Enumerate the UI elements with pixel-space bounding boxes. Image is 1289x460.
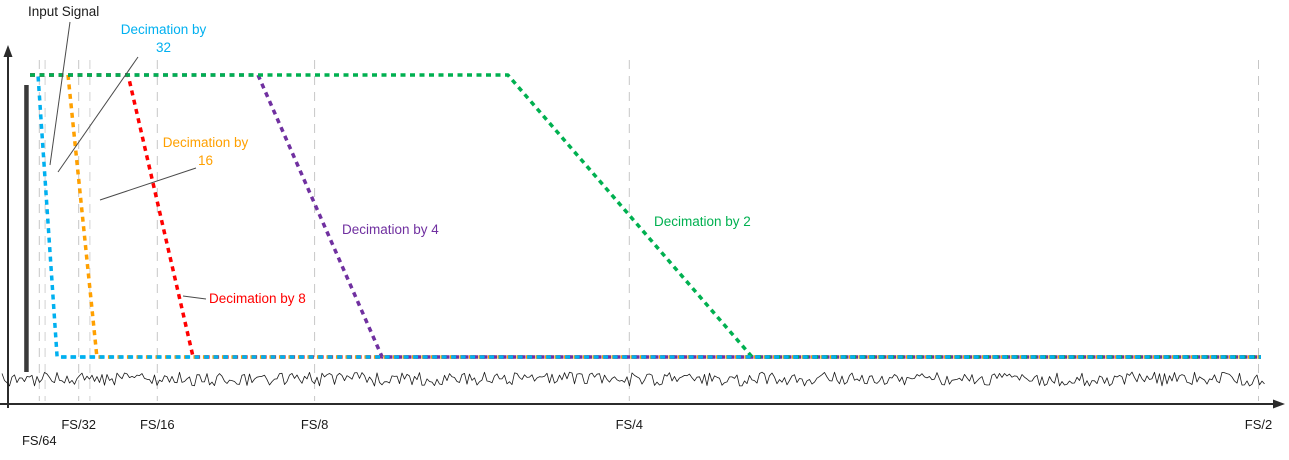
annotation-line: 32 [155,39,172,55]
x-tick-label-fs8: FS/8 [300,417,329,432]
annotation-line: Decimation by 4 [342,222,439,237]
annotation-line: Decimation by [120,22,207,37]
annotation-decimation-by-8: Decimation by 8 [209,290,329,308]
annotation-decimation-by-2: Decimation by 2 [654,213,774,231]
annotation-decimation-by-16: Decimation by 16 [158,134,253,169]
annotation-decimation-by-4: Decimation by 4 [342,221,462,239]
annotation-line: Decimation by 8 [209,291,306,306]
annotation-decimation-by-32: Decimation by 32 [116,21,211,56]
x-tick-label-fs64: FS/64 [21,433,57,448]
annotation-line: Decimation by [162,135,249,150]
x-tick-label-fs2: FS/2 [1244,417,1273,432]
annotation-line: Input Signal [28,4,100,19]
x-tick-label-fs4: FS/4 [615,417,644,432]
x-tick-label-fs16: FS/16 [139,417,175,432]
x-tick-label-fs32: FS/32 [61,417,97,432]
annotation-line: Decimation by 2 [654,214,751,229]
annotation-input-signal: Input Signal [28,3,128,21]
annotation-line: 16 [197,152,214,168]
